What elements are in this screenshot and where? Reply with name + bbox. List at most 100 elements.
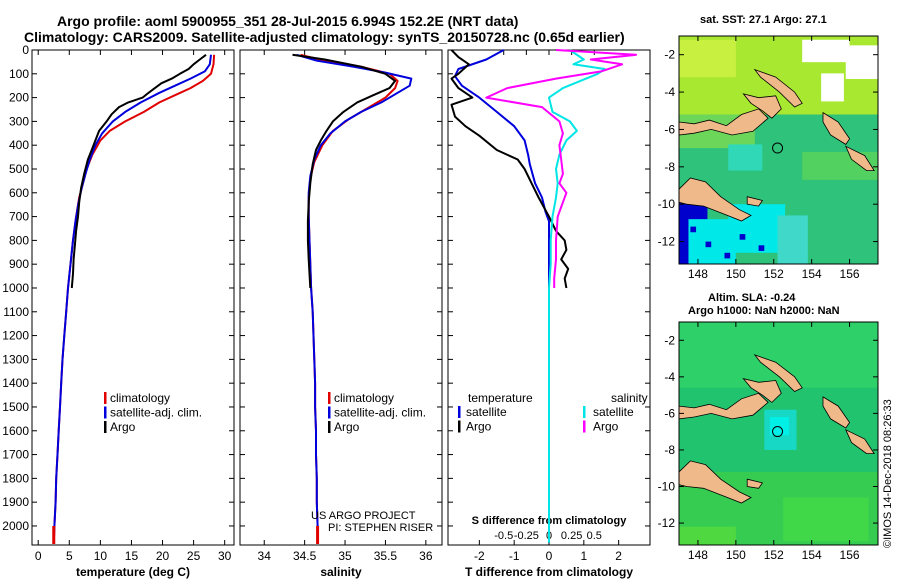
- depth-tick-label: 200: [9, 91, 29, 105]
- temp-xtick-label: 5: [66, 549, 73, 563]
- diff-legend-temp-header: temperature: [468, 391, 533, 405]
- sst-land-mass: [742, 93, 782, 119]
- depth-tick-label: 0: [22, 43, 29, 57]
- sst-field-patch: [679, 39, 736, 78]
- diff-xtick-label: 0: [546, 549, 553, 563]
- sst-profile-location-marker: [772, 142, 784, 154]
- temp-xtick-label: 0: [35, 549, 42, 563]
- diff-line-salinity-argo: [485, 49, 638, 288]
- depth-tick-label: 500: [9, 162, 29, 176]
- sla-map-title-line-1: Altim. SLA: -0.24: [708, 292, 796, 304]
- sst-field-patch: [728, 144, 763, 171]
- diff-xtick-label: -2: [474, 549, 485, 563]
- sst-land-mass: [678, 177, 752, 222]
- depth-tick-label: 1100: [3, 305, 29, 319]
- diff-legend-temp-label: Argo: [466, 420, 492, 434]
- sal-xtick-label: 35: [338, 549, 352, 563]
- sal-xtick-label: 34.5: [293, 549, 317, 563]
- sal-xtick-label: 35.5: [374, 549, 398, 563]
- diff-s-tick-label: -0.5: [494, 530, 513, 542]
- sst-land-mass: [844, 145, 875, 172]
- temp-xlabel: temperature (deg C): [76, 565, 190, 579]
- sst-lon-tick-label: 152: [764, 267, 784, 281]
- diff-legend-temp-swatch: [458, 406, 461, 418]
- diff-legend-temp-swatch: [458, 420, 461, 433]
- depth-tick-label: 600: [9, 186, 29, 200]
- sal-legend-swatch: [328, 406, 331, 419]
- temp-legend-swatch: [104, 392, 107, 404]
- sal-legend-label: Argo: [334, 420, 360, 434]
- temp-xtick-label: 15: [125, 549, 139, 563]
- temp-legend-label: Argo: [110, 420, 136, 434]
- depth-tick-label: 1200: [2, 329, 29, 343]
- sal-legend-swatch: [328, 421, 331, 433]
- sal-line-climatology: [300, 53, 399, 543]
- temp-xtick-label: 30: [218, 549, 232, 563]
- pi-annotation: PI: STEPHEN RISER: [328, 522, 433, 534]
- diff-xtick-label: 1: [580, 549, 587, 563]
- depth-tick-label: 2000: [2, 519, 29, 533]
- temp-line-satellite-adj-clim-: [52, 54, 212, 543]
- depth-tick-label: 1000: [2, 281, 29, 295]
- depth-tick-label: 1500: [2, 400, 29, 414]
- sla-profile-location-marker: [772, 426, 784, 438]
- title-line-2: Climatology: CARS2009. Satellite-adjuste…: [24, 29, 625, 45]
- sla-land-mass: [678, 392, 769, 420]
- sla-lat-tick-label: -8: [664, 443, 675, 457]
- sst-field-patch: [802, 39, 850, 63]
- diff-xtick-label: 2: [615, 549, 622, 563]
- diff-legend-sal-swatch: [583, 420, 586, 433]
- sst-map-frame: [678, 35, 879, 265]
- sal-plot-frame: [239, 49, 443, 546]
- temp-xtick-label: 20: [156, 549, 170, 563]
- sal-xtick-label: 36: [419, 549, 433, 563]
- sla-land-mass: [822, 396, 851, 429]
- diff-xtick-label: -1: [509, 549, 520, 563]
- sla-lat-tick-label: -6: [664, 406, 675, 420]
- depth-tick-label: 1600: [2, 424, 29, 438]
- sal-legend-swatch: [328, 392, 331, 404]
- diff-xlabel-t: T difference from climatology: [465, 565, 633, 579]
- title-line-1: Argo profile: aoml 5900955_351 28-Jul-20…: [57, 13, 519, 29]
- sal-xlabel: salinity: [320, 565, 362, 579]
- sst-map-title: sat. SST: 27.1 Argo: 27.1: [700, 14, 827, 26]
- diff-s-tick-label: -0.25: [514, 530, 539, 542]
- sla-lon-tick-label: 154: [802, 548, 822, 562]
- sal-xtick-label: 34: [258, 549, 272, 563]
- sla-lat-tick-label: -12: [658, 516, 676, 530]
- sla-field-patch: [679, 526, 736, 545]
- depth-tick-label: 300: [9, 114, 29, 128]
- sst-lat-tick-label: -2: [664, 48, 675, 62]
- diff-legend-sal-swatch: [583, 406, 586, 418]
- depth-tick-label: 900: [9, 257, 29, 271]
- sst-land-mass: [746, 196, 764, 207]
- sal-line-satellite-adj-clim-: [296, 53, 413, 543]
- diff-legend-sal-header: salinity: [611, 391, 648, 405]
- depth-tick-label: 1800: [2, 471, 29, 485]
- diff-legend-temp-label: satellite: [466, 405, 507, 419]
- sla-lat-tick-label: -10: [658, 480, 676, 494]
- depth-tick-label: 800: [9, 233, 29, 247]
- sst-lon-tick-label: 154: [802, 267, 822, 281]
- imos-credit: ©IMOS 14-Dec-2018 08:26:33: [882, 399, 894, 548]
- temp-legend-swatch: [104, 406, 107, 419]
- sla-land-mass: [753, 354, 803, 392]
- sla-land-mass: [742, 378, 782, 403]
- sal-legend-label: satellite-adj. clim.: [334, 406, 426, 420]
- sla-map-title-line-2: Argo h1000: NaN h2000: NaN: [688, 305, 840, 317]
- temp-legend-label: satellite-adj. clim.: [110, 406, 202, 420]
- temp-xtick-label: 25: [187, 549, 201, 563]
- sla-lat-tick-label: -4: [664, 370, 675, 384]
- sla-land-mass: [678, 460, 752, 504]
- sla-lon-tick-label: 152: [764, 548, 784, 562]
- sla-lon-tick-label: 148: [688, 548, 708, 562]
- sla-lon-tick-label: 156: [840, 548, 860, 562]
- diff-legend-sal-label: satellite: [593, 405, 634, 419]
- depth-tick-label: 100: [9, 67, 29, 81]
- sst-lat-tick-label: -6: [664, 122, 675, 136]
- sla-land-mass: [844, 428, 875, 455]
- temp-legend-swatch: [104, 421, 107, 433]
- sst-lat-tick-label: -8: [664, 160, 675, 174]
- depth-tick-label: 1300: [2, 352, 29, 366]
